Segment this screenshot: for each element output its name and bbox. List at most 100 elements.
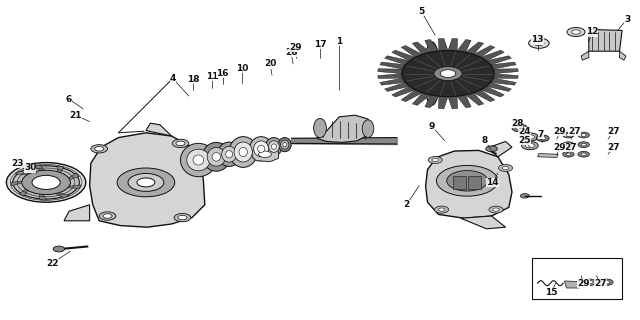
Polygon shape xyxy=(491,62,516,69)
Polygon shape xyxy=(380,78,405,85)
Polygon shape xyxy=(468,176,481,189)
Circle shape xyxy=(563,142,574,148)
Polygon shape xyxy=(412,93,430,105)
Circle shape xyxy=(566,134,571,136)
Circle shape xyxy=(22,170,70,195)
Polygon shape xyxy=(474,90,495,102)
Circle shape xyxy=(425,69,443,78)
Polygon shape xyxy=(380,62,405,69)
Ellipse shape xyxy=(207,148,225,166)
Polygon shape xyxy=(589,29,622,51)
Ellipse shape xyxy=(280,140,289,149)
Circle shape xyxy=(95,147,104,151)
Text: 29: 29 xyxy=(554,127,566,136)
Circle shape xyxy=(534,41,544,46)
Circle shape xyxy=(6,163,86,202)
Text: 25: 25 xyxy=(518,136,531,145)
Text: 18: 18 xyxy=(187,75,200,84)
Ellipse shape xyxy=(193,155,204,165)
Circle shape xyxy=(32,175,60,189)
Text: 20: 20 xyxy=(264,60,276,68)
Ellipse shape xyxy=(424,42,440,105)
Polygon shape xyxy=(385,56,410,65)
Polygon shape xyxy=(392,86,415,97)
Circle shape xyxy=(402,51,494,97)
Circle shape xyxy=(512,124,527,132)
Polygon shape xyxy=(466,42,484,54)
Polygon shape xyxy=(453,176,466,189)
Polygon shape xyxy=(19,185,31,196)
Text: 9: 9 xyxy=(429,122,435,131)
Circle shape xyxy=(584,279,596,285)
Circle shape xyxy=(486,146,497,152)
Text: 12: 12 xyxy=(586,28,598,36)
Polygon shape xyxy=(425,40,439,52)
Polygon shape xyxy=(57,166,63,178)
Circle shape xyxy=(137,178,155,187)
Circle shape xyxy=(525,143,534,148)
Polygon shape xyxy=(426,150,512,218)
Text: 27: 27 xyxy=(594,279,607,288)
Circle shape xyxy=(563,132,574,138)
Polygon shape xyxy=(392,50,415,61)
Circle shape xyxy=(587,281,593,284)
Polygon shape xyxy=(461,216,506,229)
Ellipse shape xyxy=(212,153,221,161)
Ellipse shape xyxy=(202,142,230,171)
Ellipse shape xyxy=(218,142,241,166)
Polygon shape xyxy=(401,45,422,57)
Polygon shape xyxy=(61,173,79,182)
Text: 3: 3 xyxy=(624,15,630,24)
Polygon shape xyxy=(252,147,278,162)
Text: 22: 22 xyxy=(46,259,59,268)
Circle shape xyxy=(600,279,613,285)
Ellipse shape xyxy=(278,138,291,152)
Text: 5: 5 xyxy=(418,7,424,16)
Polygon shape xyxy=(474,45,495,57)
Polygon shape xyxy=(448,96,458,109)
Ellipse shape xyxy=(250,137,273,161)
Polygon shape xyxy=(64,205,90,221)
Circle shape xyxy=(440,70,456,77)
Text: 29: 29 xyxy=(289,43,302,52)
Text: 29: 29 xyxy=(554,143,566,152)
Text: 13: 13 xyxy=(531,36,544,44)
Circle shape xyxy=(520,194,529,198)
Text: 27: 27 xyxy=(564,143,577,152)
Text: 4: 4 xyxy=(170,74,176,83)
Circle shape xyxy=(53,246,65,252)
Polygon shape xyxy=(448,38,458,51)
Polygon shape xyxy=(491,78,516,85)
Circle shape xyxy=(172,139,189,148)
Polygon shape xyxy=(488,141,512,157)
Circle shape xyxy=(525,135,534,139)
Polygon shape xyxy=(493,69,518,74)
Circle shape xyxy=(516,126,524,130)
Polygon shape xyxy=(564,281,581,288)
Polygon shape xyxy=(11,180,31,186)
Circle shape xyxy=(91,145,108,153)
Text: 8: 8 xyxy=(482,136,488,145)
Text: 16: 16 xyxy=(216,69,229,78)
Polygon shape xyxy=(438,38,448,51)
Circle shape xyxy=(536,135,549,141)
Polygon shape xyxy=(15,171,38,176)
Circle shape xyxy=(117,168,175,197)
Polygon shape xyxy=(146,123,172,136)
Ellipse shape xyxy=(314,118,326,138)
Circle shape xyxy=(540,137,546,140)
Polygon shape xyxy=(401,90,422,102)
Circle shape xyxy=(434,67,462,81)
Ellipse shape xyxy=(180,143,216,177)
Ellipse shape xyxy=(229,137,257,167)
Circle shape xyxy=(604,281,610,284)
Circle shape xyxy=(578,142,589,148)
Polygon shape xyxy=(457,95,471,108)
Polygon shape xyxy=(457,40,471,52)
Text: 2: 2 xyxy=(403,200,410,209)
Text: 23: 23 xyxy=(12,159,24,168)
Circle shape xyxy=(529,38,549,48)
Ellipse shape xyxy=(283,142,287,147)
Text: 26: 26 xyxy=(285,48,298,57)
Ellipse shape xyxy=(234,142,252,162)
